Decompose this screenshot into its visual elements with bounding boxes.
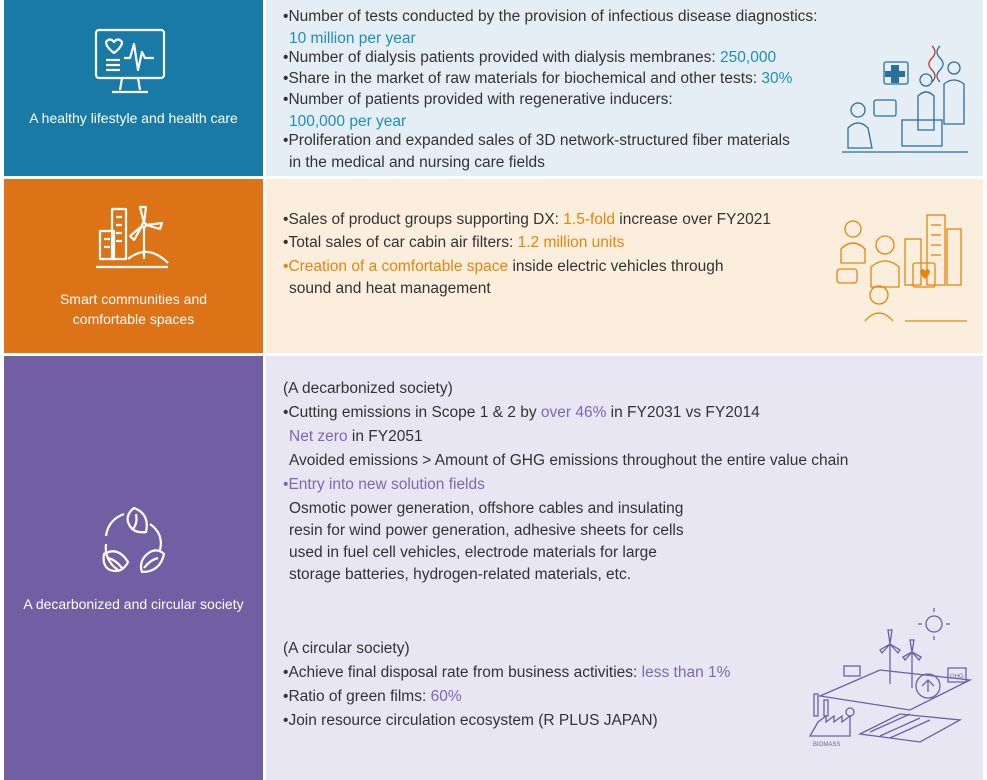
- decarb-item-entry: •Entry into new solution fields: [283, 476, 485, 493]
- ghg-illus-label: GHG: [950, 674, 964, 680]
- decarb-section: A decarbonized and circular society (A d…: [0, 356, 987, 780]
- health-item-share: •Share in the market of raw materials fo…: [283, 70, 793, 87]
- decarb-item-green: •Ratio of green films: 60%: [283, 688, 462, 705]
- health-item-dialysis: •Number of dialysis patients provided wi…: [283, 49, 777, 66]
- smart-item-comfort: •Creation of a comfortable space inside …: [283, 258, 724, 297]
- health-section: A healthy lifestyle and health care •Num…: [0, 0, 987, 176]
- health-category-tile: A healthy lifestyle and health care: [4, 0, 263, 176]
- decarb-item-rplus: •Join resource circulation ecosystem (R …: [283, 712, 658, 729]
- smart-item-dx: •Sales of product groups supporting DX: …: [283, 211, 771, 228]
- smart-category-label: Smart communities and comfortable spaces: [59, 291, 208, 327]
- medical-staff-illustration: [842, 45, 968, 153]
- biomass-illus-label: BIOMASS: [813, 742, 840, 748]
- smart-item-filters: •Total sales of car cabin air filters: 1…: [283, 234, 625, 251]
- decarb-entry-detail: Osmotic power generation, offshore cable…: [289, 500, 684, 583]
- decarb-subheading-decarbonized: (A decarbonized society): [283, 380, 453, 397]
- health-item-regenerative: •Number of patients provided with regene…: [283, 91, 673, 130]
- decarb-subheading-circular: (A circular society): [283, 640, 410, 657]
- health-monitor-icon: [94, 28, 166, 94]
- smart-section: Smart communities and comfortable spaces…: [0, 179, 987, 353]
- decarb-panel: [266, 356, 983, 780]
- decarb-item-disposal: •Achieve final disposal rate from busine…: [283, 664, 731, 681]
- health-panel: [266, 0, 983, 176]
- recycle-leaves-icon: [102, 506, 166, 574]
- health-category-label: A healthy lifestyle and health care: [29, 110, 238, 126]
- health-item-fiber: •Proliferation and expanded sales of 3D …: [283, 132, 790, 171]
- smart-panel: [266, 179, 983, 353]
- decarb-item-netzero: Net zero in FY2051: [289, 428, 423, 445]
- health-item-tests: •Number of tests conducted by the provis…: [283, 8, 818, 47]
- decarb-category-tile: A decarbonized and circular society: [4, 356, 263, 780]
- smart-city-icon: [96, 205, 169, 269]
- smart-category-tile: Smart communities and comfortable spaces: [4, 179, 263, 353]
- circular-society-illustration: BIOMASS GHG: [808, 608, 973, 748]
- smart-community-illustration: [836, 214, 967, 322]
- decarb-item-scope: •Cutting emissions in Scope 1 & 2 by ove…: [283, 404, 760, 421]
- decarb-item-avoided: Avoided emissions > Amount of GHG emissi…: [289, 452, 849, 469]
- decarb-category-label: A decarbonized and circular society: [23, 596, 244, 612]
